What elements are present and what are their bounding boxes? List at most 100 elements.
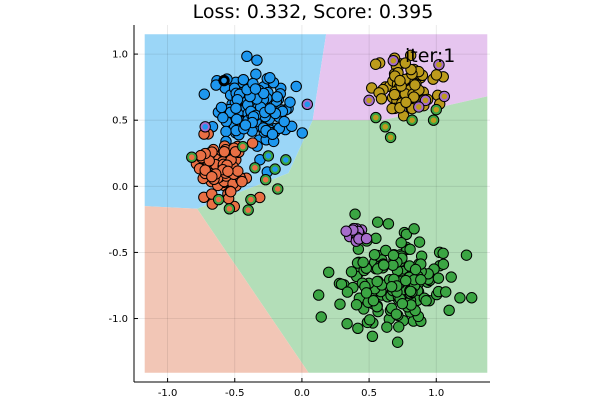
point-class-5 (404, 49, 417, 62)
point-class-3-core (457, 295, 463, 301)
point-class-2 (222, 165, 234, 177)
point-class-5-core (407, 52, 414, 59)
point-class-3-core (344, 320, 350, 327)
x-tick-label: 0.5 (361, 388, 377, 399)
point-class-4-core (363, 235, 370, 242)
point-class-1-core (222, 85, 229, 91)
point-class-1-core (244, 86, 250, 93)
point-misassigned (223, 203, 236, 215)
point-class-3-core (448, 274, 455, 280)
point-class-5-core (402, 91, 409, 97)
point-class-3-core (407, 288, 414, 295)
point-misassigned (387, 55, 399, 67)
point-class-3-core (353, 301, 360, 308)
point-class-3 (352, 322, 364, 335)
point-class-1-core (201, 91, 208, 98)
y-tick-label: 0.5 (112, 116, 128, 127)
point-class-3 (357, 256, 369, 269)
y-tick-label: -1.0 (108, 314, 128, 325)
point-class-1-core (269, 131, 276, 138)
point-class-3-core (440, 250, 446, 257)
point-misassigned (186, 151, 198, 163)
point-misassigned-core (416, 104, 422, 110)
point-class-1-core (240, 76, 247, 83)
point-class-3 (390, 308, 403, 320)
point-class-3-core (370, 297, 377, 304)
point-class-1-core (213, 82, 219, 88)
point-class-2 (206, 171, 218, 183)
point-class-3-core (355, 325, 361, 332)
point-class-1-core (249, 128, 255, 135)
point-class-5 (408, 91, 420, 103)
region-class-2 (144, 206, 309, 373)
point-class-3-core (360, 306, 367, 312)
x-tick-label: -1.0 (158, 388, 178, 399)
point-class-3 (387, 249, 400, 262)
point-class-2-core (239, 178, 245, 185)
point-misassigned (212, 193, 225, 206)
point-class-1 (231, 113, 243, 126)
point-class-1 (278, 115, 290, 128)
point-misassigned-core (252, 165, 258, 171)
point-misassigned (419, 94, 432, 107)
point-class-2 (232, 165, 244, 177)
point-class-3-core (411, 226, 417, 232)
point-misassigned-core (226, 205, 233, 212)
point-class-2-core (202, 167, 209, 173)
point-misassigned (242, 204, 254, 216)
point-class-1 (239, 119, 252, 131)
point-class-3-core (446, 307, 452, 314)
point-class-3 (454, 292, 466, 304)
point-class-1-core (287, 99, 293, 105)
point-misassigned (259, 174, 272, 186)
point-class-4-core (356, 236, 362, 242)
point-class-3 (391, 336, 404, 348)
point-class-3 (378, 259, 390, 271)
point-class-2-core (232, 149, 239, 155)
point-class-2-core (249, 140, 256, 146)
point-class-5-core (412, 82, 418, 88)
point-misassigned-core (245, 207, 251, 213)
point-class-3-core (369, 333, 376, 340)
point-class-3 (349, 208, 361, 220)
point-class-5-core (411, 94, 417, 100)
point-misassigned (433, 58, 445, 71)
point-class-5-core (397, 104, 403, 111)
iteration-annotation: iter:1 (405, 45, 455, 67)
point-class-1-core (252, 86, 259, 92)
x-tick-label: 0.0 (294, 388, 310, 399)
point-class-5-core (378, 95, 385, 102)
point-class-3-core (382, 247, 389, 254)
point-class-2-core (235, 168, 241, 174)
point-class-3-core (338, 281, 345, 287)
point-class-3-core (394, 339, 401, 346)
point-class-3 (413, 236, 426, 248)
point-class-2 (218, 146, 231, 158)
point-class-3-core (355, 246, 362, 252)
point-misassigned-core (262, 176, 269, 183)
point-class-3 (385, 280, 398, 293)
point-misassigned (272, 183, 284, 195)
point-misassigned-core (422, 97, 429, 104)
point-class-1-core (242, 122, 249, 128)
point-class-3 (323, 266, 335, 279)
point-class-1-core (257, 156, 263, 163)
point-class-3 (334, 298, 346, 310)
point-class-3 (352, 243, 365, 255)
point-class-3-core (373, 235, 379, 242)
point-class-2 (225, 185, 237, 198)
point-class-1 (250, 68, 262, 80)
point-class-1-core (220, 114, 226, 121)
point-misassigned (269, 163, 281, 175)
point-class-3 (382, 218, 395, 230)
point-class-5 (388, 88, 401, 101)
point-class-3-core (418, 253, 425, 259)
point-misassigned-core (366, 97, 372, 104)
point-class-3 (432, 272, 445, 284)
point-class-3 (370, 232, 382, 245)
point-misassigned-core (202, 124, 208, 130)
point-class-2-core (221, 148, 228, 155)
chart-title: Loss: 0.332, Score: 0.395 (193, 1, 434, 23)
point-class-3-core (416, 239, 423, 245)
point-class-3-core (403, 231, 410, 238)
